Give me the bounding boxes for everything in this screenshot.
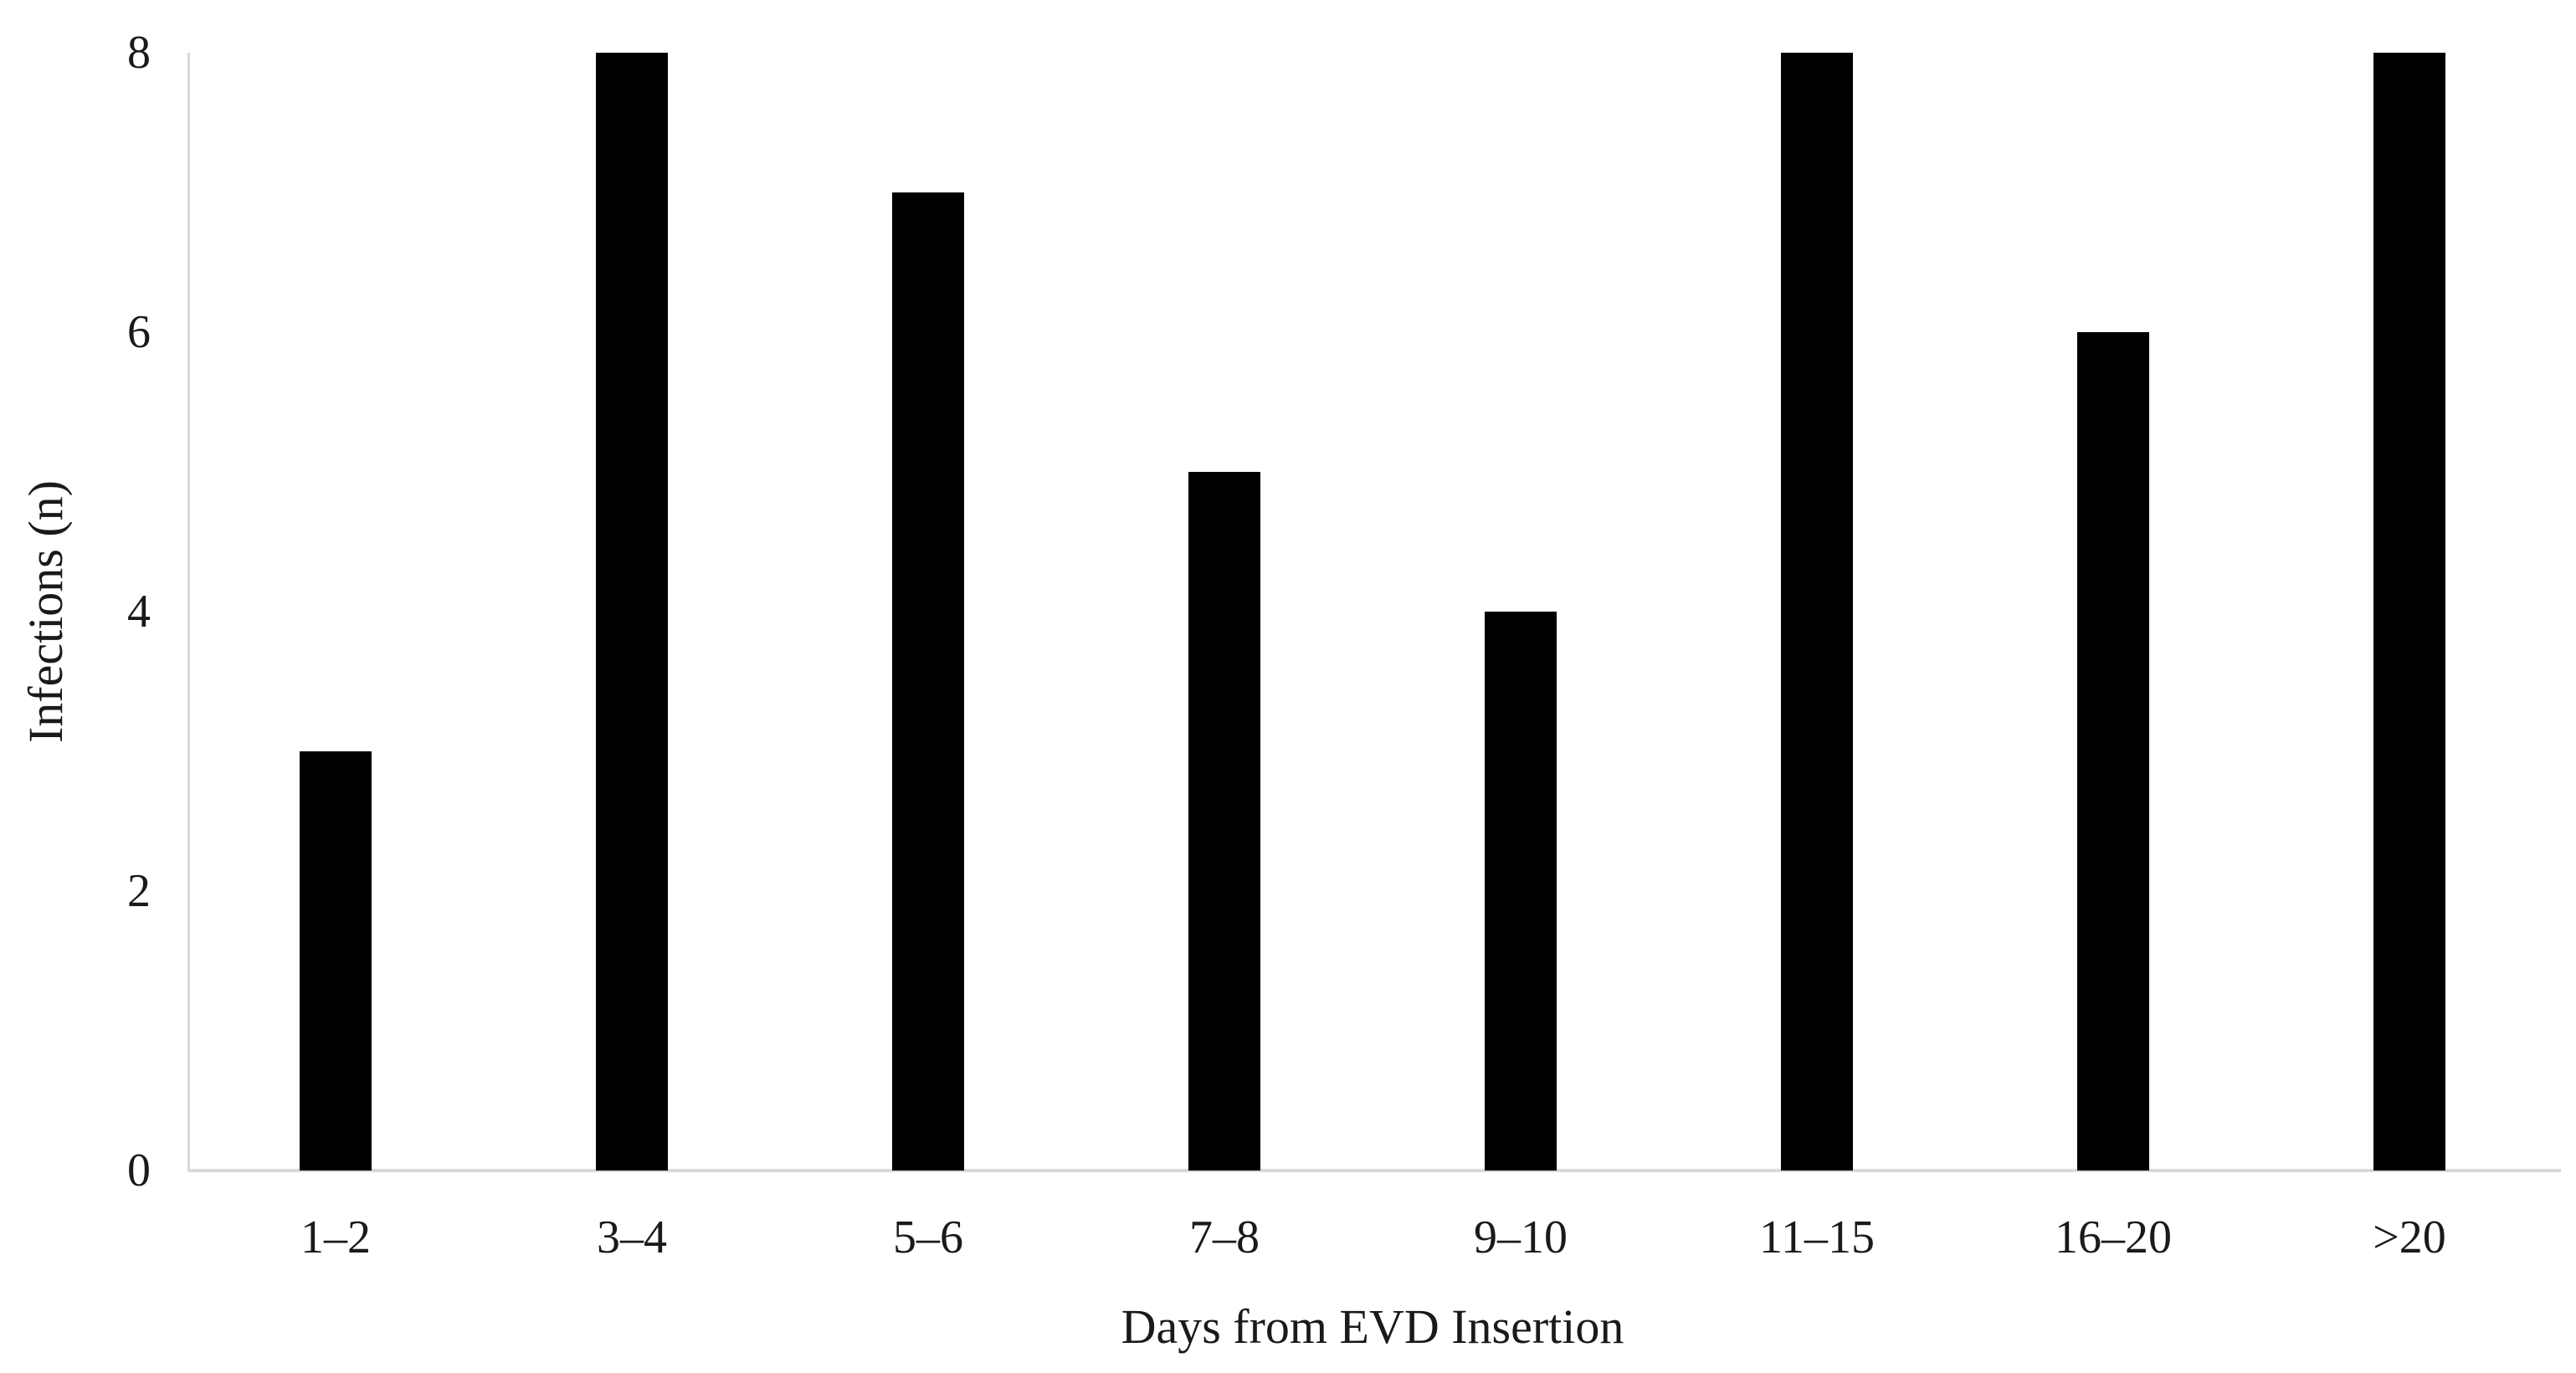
x-category-label: 11–15 (1759, 1212, 1875, 1263)
x-category-label: 1–2 (300, 1212, 371, 1263)
bar (1188, 472, 1260, 1171)
y-tick-label: 0 (127, 1145, 151, 1196)
x-category-label: 9–10 (1474, 1212, 1568, 1263)
y-tick-label: 6 (127, 306, 151, 358)
y-axis-line (187, 53, 190, 1171)
bar (596, 53, 668, 1171)
bar (300, 751, 372, 1171)
x-category-label: 16–20 (2055, 1212, 2172, 1263)
y-tick-label: 8 (127, 27, 151, 79)
bar (1781, 53, 1853, 1171)
bar (2373, 53, 2445, 1171)
x-category-label: 5–6 (893, 1212, 963, 1263)
bar (2077, 332, 2149, 1171)
x-axis-line (187, 1169, 2561, 1172)
plot-area (187, 53, 2561, 1172)
y-tick-label: 2 (127, 865, 151, 917)
x-category-label: >20 (2373, 1212, 2446, 1263)
bar (1485, 612, 1557, 1171)
y-tick-label: 4 (127, 586, 151, 638)
x-axis-title: Days from EVD Insertion (1121, 1299, 1624, 1354)
x-category-label: 7–8 (1189, 1212, 1260, 1263)
bar (892, 192, 964, 1171)
x-category-label: 3–4 (597, 1212, 667, 1263)
